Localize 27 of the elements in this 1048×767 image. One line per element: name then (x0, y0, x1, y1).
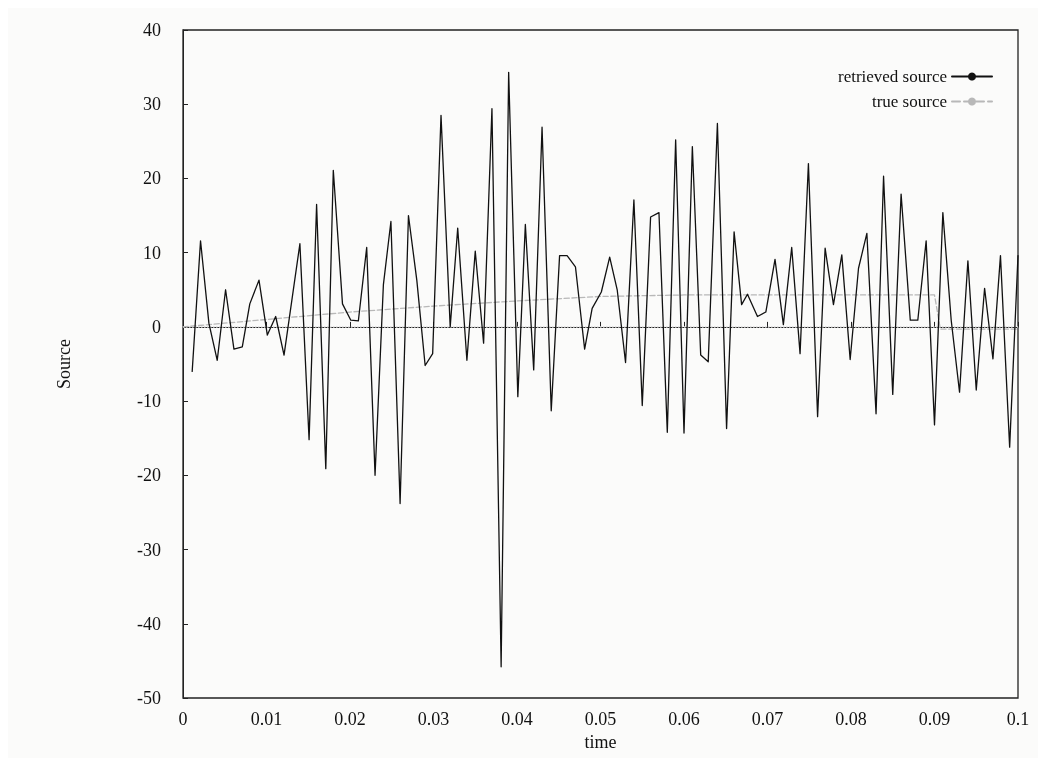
y-tick-label: -20 (137, 465, 161, 486)
x-tick-label: 0.04 (501, 709, 533, 729)
x-tick-label: 0.09 (918, 709, 951, 729)
x-tick-label: 0.02 (334, 709, 366, 729)
line-series (182, 294, 1019, 330)
x-tick-label: 0 (178, 709, 188, 729)
y-tick-label: 30 (143, 94, 161, 115)
x-tick-label: 0.08 (835, 709, 867, 729)
line-series (191, 71, 1019, 668)
x-tick-label: 0.01 (250, 709, 283, 729)
x-tick-label: 0.06 (668, 709, 700, 729)
legend-label: true source (871, 92, 947, 111)
y-tick-label: -30 (137, 539, 161, 560)
y-tick-label: 10 (143, 242, 161, 263)
x-axis-title: time (584, 731, 617, 752)
x-tick-label: 0.03 (417, 709, 450, 729)
x-tick-label: 0.05 (584, 709, 617, 729)
y-axis-title: Source (54, 339, 74, 389)
legend-label: retrieved source (837, 67, 947, 86)
y-tick-label: -10 (137, 391, 161, 412)
y-tick-label: -40 (137, 613, 161, 634)
y-tick-label: 0 (152, 316, 161, 337)
y-tick-label: 40 (143, 20, 161, 40)
y-tick-label: -50 (137, 688, 161, 708)
y-tick-label: 20 (143, 168, 161, 189)
x-tick-label: 0.07 (751, 709, 784, 729)
x-tick-label: 0.1 (1006, 709, 1030, 729)
